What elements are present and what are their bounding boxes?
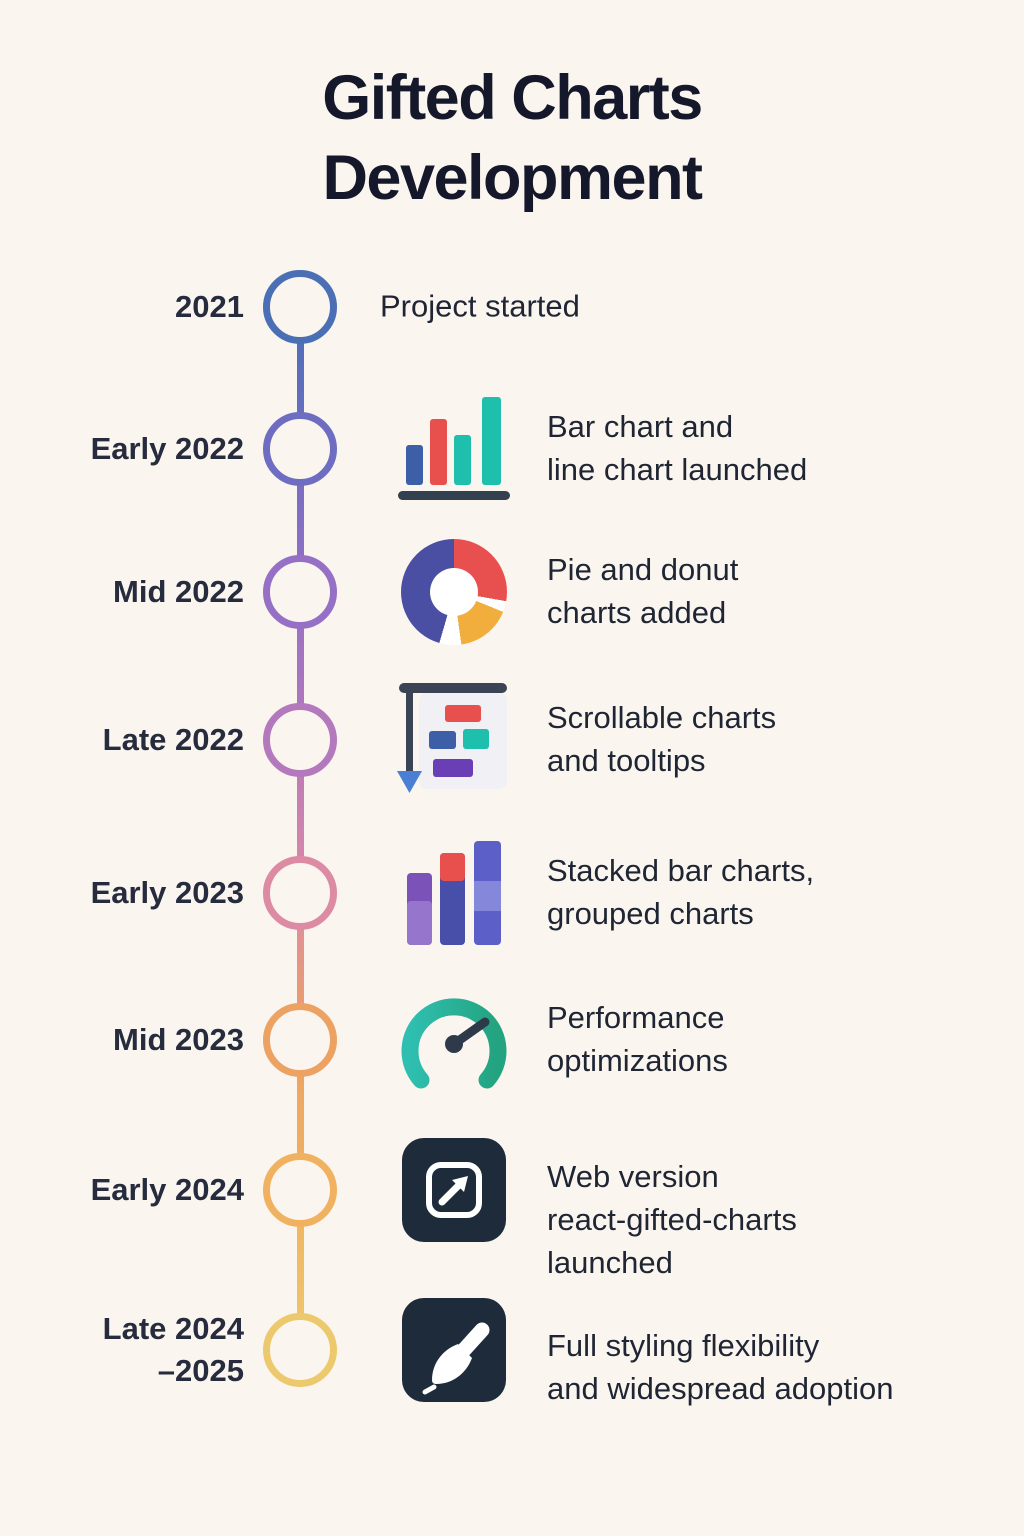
timeline-node bbox=[263, 1003, 337, 1077]
timeline-year: Mid 2022 bbox=[113, 574, 244, 610]
timeline-node bbox=[263, 703, 337, 777]
bar-chart-icon bbox=[392, 395, 516, 503]
timeline-description: Stacked bar charts, grouped charts bbox=[547, 853, 815, 931]
timeline-description: Full styling flexibility and widespread … bbox=[547, 1328, 894, 1406]
timeline-year: 2021 bbox=[175, 289, 244, 325]
timeline-node bbox=[263, 412, 337, 486]
page-title: Gifted Charts Development bbox=[322, 63, 703, 213]
scrollable-chart-icon bbox=[392, 681, 516, 799]
timeline-node bbox=[263, 856, 337, 930]
timeline-description: Web version react-gifted-charts launched bbox=[547, 1158, 797, 1280]
timeline-year: Late 2024 –2025 bbox=[102, 1311, 244, 1388]
timeline-year: Early 2022 bbox=[90, 431, 244, 467]
timeline-description: Scrollable charts and tooltips bbox=[547, 700, 777, 778]
stacked-bar-chart-icon bbox=[392, 839, 516, 947]
gauge-icon bbox=[392, 988, 516, 1092]
timeline-description: Pie and donut charts added bbox=[547, 552, 739, 630]
timeline-node bbox=[263, 270, 337, 344]
paint-brush-icon bbox=[392, 1298, 516, 1402]
timeline-connector bbox=[297, 307, 304, 1351]
web-chart-icon bbox=[392, 1138, 516, 1242]
timeline-year: Early 2023 bbox=[90, 875, 244, 911]
donut-chart-icon bbox=[392, 539, 516, 645]
timeline-node bbox=[263, 555, 337, 629]
timeline-year: Early 2024 bbox=[90, 1172, 244, 1208]
timeline-node bbox=[263, 1313, 337, 1387]
timeline-year: Late 2022 bbox=[102, 722, 244, 758]
timeline-description: Bar chart and line chart launched bbox=[547, 409, 808, 487]
timeline-node bbox=[263, 1153, 337, 1227]
timeline-year: Mid 2023 bbox=[113, 1022, 244, 1058]
timeline-description: Project started bbox=[380, 288, 580, 324]
timeline-description: Performance optimizations bbox=[547, 1000, 728, 1078]
